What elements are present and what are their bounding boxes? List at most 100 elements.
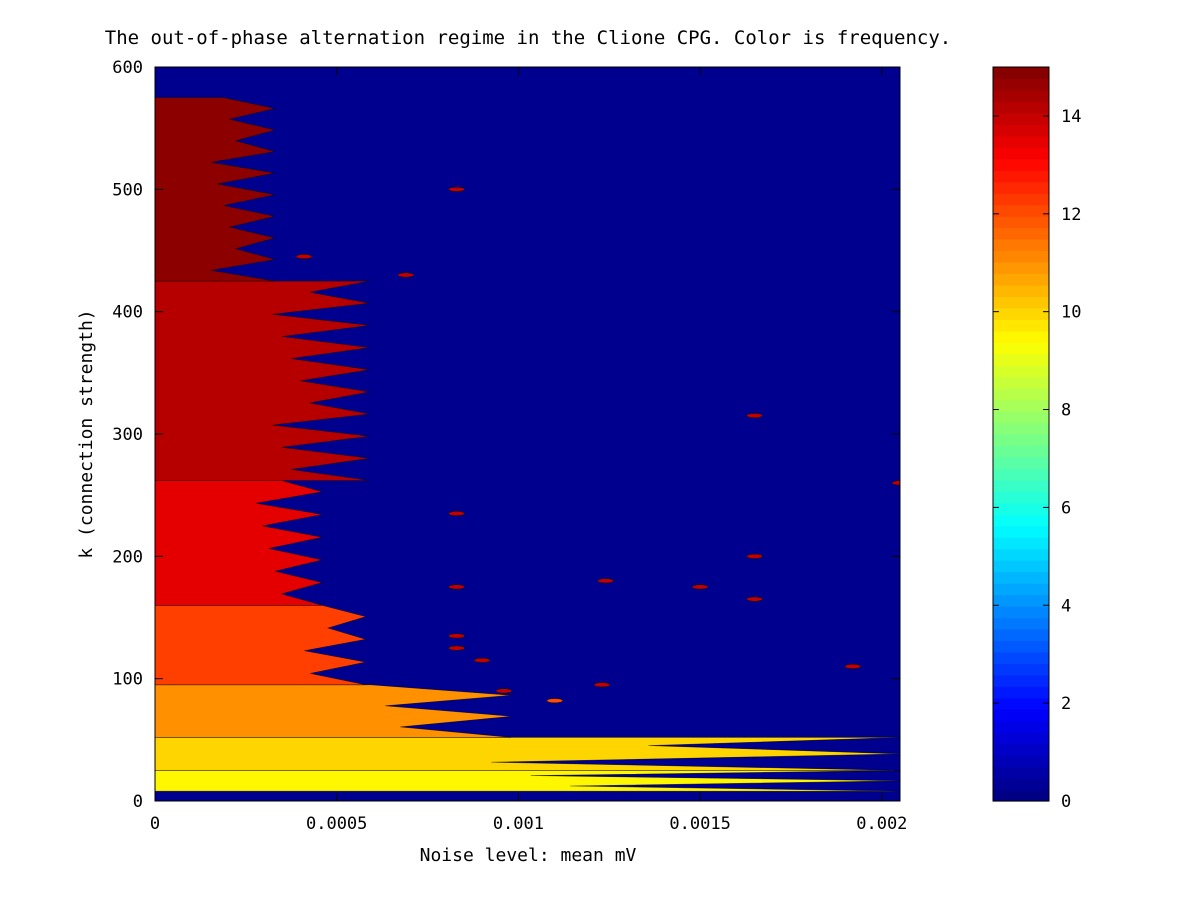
colorbar-band [993,124,1049,137]
y-tick-label: 400 [112,303,143,323]
contour-island [448,511,465,516]
colorbar-band [993,193,1049,206]
colorbar-band [993,181,1049,194]
colorbar-band [993,468,1049,481]
contour-island [746,413,763,419]
colorbar-band [993,250,1049,263]
colorbar-band [993,686,1049,699]
colorbar-band [993,399,1049,412]
colorbar-band [993,147,1049,160]
colorbar-band [993,548,1049,561]
colorbar-band [993,227,1049,240]
colorbar-band [993,307,1049,320]
colorbar-band [993,411,1049,424]
y-tick-label: 600 [112,58,143,78]
x-axis: 0 0.0005 0.001 0.0015 0.002 [150,67,907,834]
colorbar-band [993,353,1049,366]
colorbar-band [993,216,1049,229]
contour-island [473,657,491,663]
y-tick-label: 0 [133,792,143,812]
colorbar-band [993,376,1049,389]
colorbar-band [993,525,1049,538]
colorbar-gradient [993,67,1049,802]
contour-island [844,663,862,669]
colorbar-band [993,709,1049,722]
plot-area [154,66,901,802]
colorbar-band [993,514,1049,527]
colorbar-tick-label: 14 [1061,107,1081,127]
colorbar-tick-label: 12 [1061,205,1081,225]
contour-island [593,682,611,688]
y-axis: 0 100 200 300 400 500 600 [112,58,900,812]
colorbar-band [993,342,1049,355]
y-tick-label: 200 [112,547,143,567]
colorbar-band [993,571,1049,584]
colorbar-band [993,479,1049,492]
colorbar-band [993,640,1049,653]
colorbar-band [993,651,1049,664]
x-axis-label: Noise level: mean mV [420,845,637,866]
colorbar-band [993,330,1049,343]
x-tick-label: 0.0005 [306,814,367,834]
colorbar-band [993,674,1049,687]
x-tick-label: 0.0015 [669,814,730,834]
colorbar: 0 2 4 6 8 10 12 14 [992,66,1081,812]
colorbar-band [993,456,1049,470]
colorbar-tick-label: 8 [1061,401,1071,421]
colorbar-band [993,766,1049,779]
x-tick-label: 0.001 [493,814,544,834]
colorbar-band [993,170,1049,183]
contour-island [448,186,465,192]
colorbar-band [993,204,1049,217]
colorbar-band [993,319,1049,332]
colorbar-band [993,720,1049,733]
x-tick-label: 0.002 [856,814,907,834]
contour-island [891,480,900,486]
colorbar-tick-label: 2 [1061,694,1071,714]
contour-band [155,480,324,606]
colorbar-band [993,89,1049,103]
colorbar-band [993,67,1049,80]
colorbar-band [993,365,1049,378]
y-tick-label: 100 [112,670,143,690]
colorbar-band [993,434,1049,447]
colorbar-band [993,778,1049,791]
contour-island [495,688,513,694]
colorbar-band [993,697,1049,710]
contour-band [155,97,275,282]
contour-island [448,633,465,639]
colorbar-band [993,560,1049,573]
colorbar-tick-label: 6 [1061,498,1071,518]
colorbar-band [993,239,1049,252]
contour-island [448,645,465,651]
colorbar-band [993,422,1049,435]
colorbar-band [993,594,1049,607]
colorbar-band [993,789,1049,802]
colorbar-band [993,755,1049,768]
colorbar-axis: 0 2 4 6 8 10 12 14 [993,107,1081,812]
colorbar-band [993,273,1049,286]
colorbar-band [993,101,1049,114]
colorbar-band [993,112,1049,125]
contour-island [546,698,564,704]
contour-island [691,584,709,590]
colorbar-band [993,78,1049,91]
colorbar-band [993,663,1049,676]
x-tick-label: 0 [150,814,160,834]
chart-title: The out-of-phase alternation regime in t… [105,27,951,49]
contour-island [597,578,614,584]
colorbar-band [993,284,1049,297]
contour-island [295,254,313,260]
colorbar-tick-label: 10 [1061,303,1081,323]
colorbar-band [993,261,1049,275]
colorbar-band [993,606,1049,619]
colorbar-band [993,491,1049,504]
colorbar-band [993,445,1049,458]
contour-island [746,553,763,559]
y-tick-label: 500 [112,180,143,200]
colorbar-band [993,158,1049,171]
contour-island [397,272,415,278]
y-axis-label: k (connection strength) [76,309,97,558]
contour-island [448,584,465,590]
